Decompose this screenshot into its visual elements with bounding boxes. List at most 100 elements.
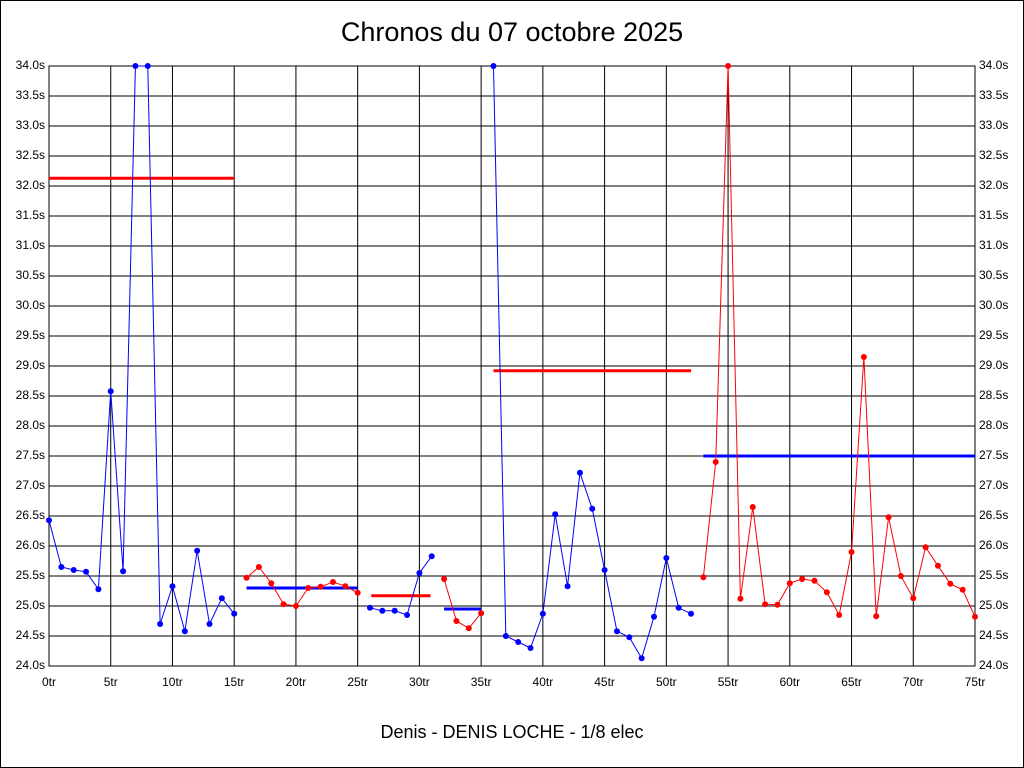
y-tick-label: 32.5s — [16, 148, 45, 162]
lap-point — [552, 511, 559, 518]
y-tick-label-right: 24.0s — [979, 658, 1008, 672]
lap-point — [613, 628, 620, 635]
plot-border — [48, 65, 976, 667]
lap-point — [379, 607, 386, 614]
lap-point — [737, 595, 744, 602]
y-tick-label-right: 26.0s — [979, 538, 1008, 552]
x-tick-label: 50tr — [656, 675, 677, 689]
y-tick-label: 24.5s — [16, 628, 45, 642]
y-tick-label-right: 28.5s — [979, 388, 1008, 402]
x-tick-label: 0tr — [42, 675, 56, 689]
lap-point — [934, 562, 941, 569]
x-tick-label: 20tr — [286, 675, 307, 689]
lap-point — [947, 580, 954, 587]
lap-point — [910, 595, 917, 602]
lap-point — [243, 574, 250, 581]
lap-point — [329, 579, 336, 585]
lap-point — [490, 63, 497, 69]
lap-point — [663, 555, 670, 561]
lap-line — [48, 65, 235, 632]
x-axis-label: Denis - DENIS LOCHE - 1/8 elec — [380, 722, 643, 742]
lap-point — [638, 655, 645, 662]
chart-title: Chronos du 07 octobre 2025 — [341, 17, 683, 47]
lap-point — [688, 610, 695, 617]
y-tick-label: 31.5s — [16, 208, 45, 222]
lap-point — [169, 583, 176, 590]
lap-point — [601, 567, 608, 573]
lap-point — [428, 553, 435, 560]
y-tick-label-right: 30.0s — [979, 298, 1008, 312]
lap-point — [194, 547, 201, 554]
lap-point — [811, 577, 818, 584]
lap-point — [157, 621, 164, 627]
y-tick-label: 28.0s — [16, 418, 45, 432]
lap-point — [897, 573, 904, 579]
lap-point — [675, 604, 682, 611]
lap-point — [391, 607, 398, 614]
x-tick-label: 5tr — [104, 675, 118, 689]
y-tick-label: 32.0s — [16, 178, 45, 192]
lap-point — [367, 604, 374, 611]
lap-point — [354, 589, 361, 596]
y-tick-label-right: 32.5s — [979, 148, 1008, 162]
y-tick-label: 33.5s — [16, 88, 45, 102]
lap-point — [132, 63, 139, 69]
lap-point — [873, 613, 880, 620]
lap-point — [206, 621, 213, 627]
lap-point — [144, 63, 151, 69]
lap-point — [305, 585, 312, 591]
y-tick-label-right: 28.0s — [979, 418, 1008, 432]
y-tick-label: 30.0s — [16, 298, 45, 312]
y-tick-label-right: 26.5s — [979, 508, 1008, 522]
lap-point — [502, 633, 509, 639]
lap-point — [515, 639, 522, 645]
x-tick-label: 65tr — [841, 675, 862, 689]
lap-point — [120, 568, 127, 575]
lap-point — [972, 613, 978, 620]
y-tick-label-right: 33.5s — [979, 88, 1008, 102]
lap-point — [564, 583, 571, 590]
y-tick-label: 33.0s — [16, 118, 45, 132]
lap-point — [626, 634, 633, 641]
y-tick-label: 25.0s — [16, 598, 45, 612]
y-tick-label: 28.5s — [16, 388, 45, 402]
lap-point — [218, 595, 225, 602]
x-tick-label: 15tr — [224, 675, 245, 689]
y-tick-label: 29.5s — [16, 328, 45, 342]
y-tick-label: 30.5s — [16, 268, 45, 282]
lap-line — [246, 566, 358, 607]
y-tick-label-right: 32.0s — [979, 178, 1008, 192]
y-tick-label: 27.0s — [16, 478, 45, 492]
lap-point — [317, 583, 324, 590]
y-tick-label-right: 29.0s — [979, 358, 1008, 372]
y-tick-label: 27.5s — [16, 448, 45, 462]
lap-point — [725, 63, 732, 69]
lap-point — [70, 567, 77, 573]
x-tick-label: 40tr — [533, 675, 554, 689]
y-tick-label-right: 31.5s — [979, 208, 1008, 222]
y-tick-label: 31.0s — [16, 238, 45, 252]
lap-point — [404, 612, 411, 618]
y-tick-label-right: 31.0s — [979, 238, 1008, 252]
lap-point — [280, 601, 287, 608]
lap-point — [576, 469, 583, 476]
lap-point — [823, 589, 830, 596]
lap-point — [922, 544, 929, 551]
lap-point — [959, 586, 966, 593]
x-tick-label: 75tr — [965, 675, 986, 689]
lap-point — [749, 504, 756, 510]
y-tick-label-right: 25.5s — [979, 568, 1008, 582]
lap-point — [836, 612, 843, 618]
x-tick-label: 55tr — [718, 675, 739, 689]
lap-point — [46, 517, 52, 524]
y-tick-label: 26.5s — [16, 508, 45, 522]
lap-point — [650, 613, 657, 620]
y-tick-label: 29.0s — [16, 358, 45, 372]
lap-point — [786, 580, 793, 587]
y-tick-label-right: 33.0s — [979, 118, 1008, 132]
lap-point — [700, 574, 707, 581]
x-tick-label: 70tr — [903, 675, 924, 689]
x-tick-label: 30tr — [409, 675, 430, 689]
